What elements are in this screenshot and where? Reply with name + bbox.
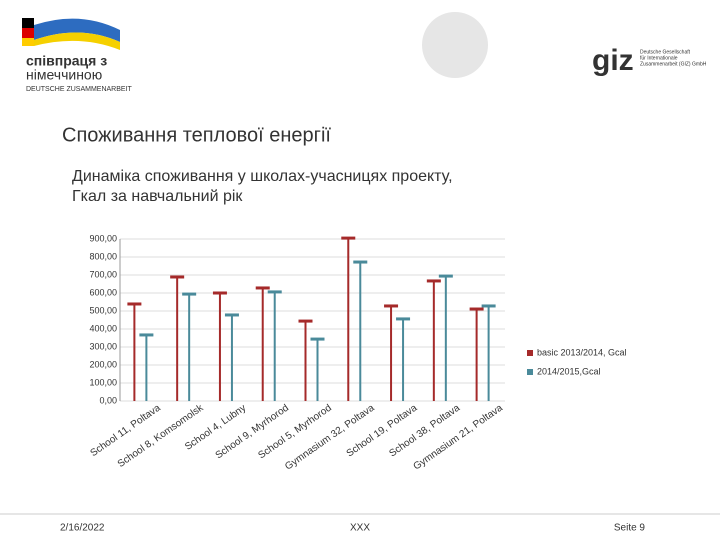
bar-cap [481,304,496,308]
legend-label: 2014/2015,Gcal [537,366,601,376]
y-tick-label: 200,00 [89,359,117,369]
legend-swatch [527,350,533,356]
bar [444,276,447,401]
y-tick-label: 800,00 [89,251,117,261]
bar-cap [127,302,142,306]
giz-logo: giz [592,44,634,77]
bar [145,334,148,401]
bar-cap [310,337,325,341]
bar [402,318,405,401]
slide-title: Споживання теплової енергії [62,124,331,146]
bar [218,293,221,401]
bar-cap [255,286,270,290]
logo-text: співпраця з [26,53,107,69]
bar [230,314,233,401]
flag-blue [34,18,120,42]
flag-yellow [34,32,120,50]
bar-cap [224,313,239,317]
bar [347,238,350,401]
y-tick-label: 0,00 [99,395,117,405]
bar [359,262,362,401]
footer-center: XXX [350,523,370,534]
y-tick-label: 400,00 [89,323,117,333]
flag-black [22,18,34,28]
y-tick-label: 300,00 [89,341,117,351]
bar [261,287,264,401]
chart-title: Динаміка споживання у школах-учасницях п… [72,168,453,185]
x-tick-label: School 5, Myrhorod [256,403,333,462]
y-tick-label: 500,00 [89,305,117,315]
bar-cap [438,274,453,278]
y-tick-label: 700,00 [89,269,117,279]
bar [432,280,435,401]
logo-text: німеччиною [26,67,102,83]
legend-swatch [527,369,533,375]
globe [422,12,488,78]
bar-cap [341,236,356,240]
chart-title: Гкал за навчальний рік [72,188,243,205]
bar [390,305,393,401]
giz-sub: Deutsche Gesellschaft [640,49,691,55]
bar-cap [182,292,197,296]
bar [475,309,478,401]
x-tick-label: School 38, Poltava [387,402,462,459]
bar-cap [353,260,368,264]
footer-page: Seite 9 [614,523,646,534]
bar [188,294,191,401]
giz-sub: Zusammenarbeit (GIZ) GmbH [640,61,707,67]
flag-red [22,28,34,38]
bar-cap [139,333,154,337]
bar [133,303,136,401]
bar-cap [469,307,484,311]
bar [316,339,319,401]
bar [273,291,276,401]
bar-cap [267,290,282,294]
bar-cap [170,275,185,279]
bar-cap [426,279,441,283]
bar [304,321,307,401]
bar-cap [396,317,411,321]
bar [487,305,490,401]
x-tick-label: School 11, Poltava [89,402,163,459]
x-tick-label: School 9, Myrhorod [214,403,291,462]
legend-label: basic 2013/2014, Gcal [537,347,627,357]
giz-sub: für Internationale [640,55,678,61]
bar-cap [384,304,399,308]
x-tick-label: School 19, Poltava [345,402,420,459]
bar-cap [212,291,227,295]
flag-gold [22,38,34,46]
y-tick-label: 600,00 [89,287,117,297]
y-tick-label: 900,00 [89,233,117,243]
bar [176,276,179,401]
footer-date: 2/16/2022 [60,523,105,534]
bar-cap [298,319,313,323]
y-tick-label: 100,00 [89,377,117,387]
logo-sub: DEUTSCHE ZUSAMMENARBEIT [26,86,133,93]
